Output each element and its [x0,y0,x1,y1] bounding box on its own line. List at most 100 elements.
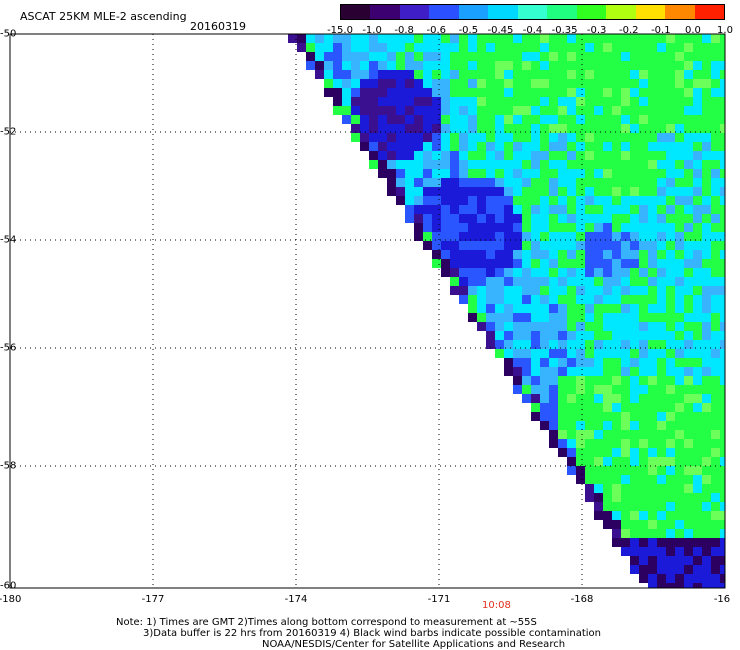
wind-cell [450,214,459,223]
wind-cell [396,151,405,160]
wind-cell [630,115,639,124]
wind-cell [567,331,576,340]
wind-cell [432,205,441,214]
wind-cell [549,142,558,151]
wind-cell [720,34,725,43]
wind-cell [396,79,405,88]
wind-cell [612,313,621,322]
wind-cell [414,97,423,106]
wind-cell [432,142,441,151]
wind-cell [621,115,630,124]
wind-cell [630,412,639,421]
wind-cell [648,511,657,520]
wind-cell [585,358,594,367]
wind-cell [558,106,567,115]
wind-cell [504,43,513,52]
wind-cell [522,367,531,376]
wind-cell [306,52,315,61]
wind-cell [630,124,639,133]
wind-cell [675,466,684,475]
wind-cell [558,178,567,187]
wind-cell [630,403,639,412]
wind-cell [693,313,702,322]
wind-cell [414,79,423,88]
wind-cell [477,34,486,43]
wind-cell [450,259,459,268]
wind-cell [522,286,531,295]
wind-cell [693,142,702,151]
wind-cell [567,286,576,295]
wind-cell [648,142,657,151]
wind-cell [477,115,486,124]
wind-cell [684,304,693,313]
wind-cell [540,367,549,376]
wind-cell [495,196,504,205]
wind-cell [450,79,459,88]
wind-cell [585,439,594,448]
wind-cell [693,43,702,52]
wind-cell [711,421,720,430]
wind-cell [549,205,558,214]
wind-cell [684,538,693,547]
wind-cell [603,61,612,70]
wind-cell [675,34,684,43]
wind-cell [648,106,657,115]
wind-cell [684,34,693,43]
wind-cell [720,394,725,403]
wind-cell [666,394,675,403]
wind-cell [630,376,639,385]
wind-cell [684,466,693,475]
wind-cell [612,349,621,358]
wind-cell [540,88,549,97]
wind-cell [657,151,666,160]
wind-cell [423,115,432,124]
wind-cell [576,412,585,421]
wind-cell [720,448,725,457]
wind-cell [450,268,459,277]
wind-cell [675,277,684,286]
wind-cell [513,88,522,97]
wind-cell [675,187,684,196]
wind-cell [639,286,648,295]
wind-cell [594,412,603,421]
wind-cell [630,547,639,556]
wind-cell [504,286,513,295]
wind-cell [522,358,531,367]
wind-cell [495,187,504,196]
wind-cell [594,313,603,322]
wind-cell [459,259,468,268]
wind-cell [441,205,450,214]
wind-cell [639,196,648,205]
wind-cell [675,367,684,376]
wind-cell [567,232,576,241]
wind-cell [666,115,675,124]
wind-cell [585,367,594,376]
wind-cell [576,466,585,475]
wind-cell [639,466,648,475]
colorbar-label: -1.0 [362,25,382,36]
wind-cell [684,421,693,430]
wind-cell [432,97,441,106]
wind-cell [387,97,396,106]
wind-cell [549,277,558,286]
wind-cell [657,484,666,493]
wind-cell [594,475,603,484]
wind-cell [621,385,630,394]
wind-cell [675,448,684,457]
wind-cell [531,214,540,223]
wind-cell [603,124,612,133]
wind-cell [693,583,702,588]
wind-cell [432,124,441,133]
wind-cell [612,106,621,115]
wind-cell [558,115,567,124]
wind-cell [558,133,567,142]
wind-cell [342,61,351,70]
wind-cell [711,583,720,588]
wind-cell [648,376,657,385]
wind-cell [666,223,675,232]
colorbar-label: -0.45 [487,25,514,36]
wind-cell [702,88,711,97]
wind-cell [675,295,684,304]
wind-cell [603,349,612,358]
wind-cell [594,232,603,241]
